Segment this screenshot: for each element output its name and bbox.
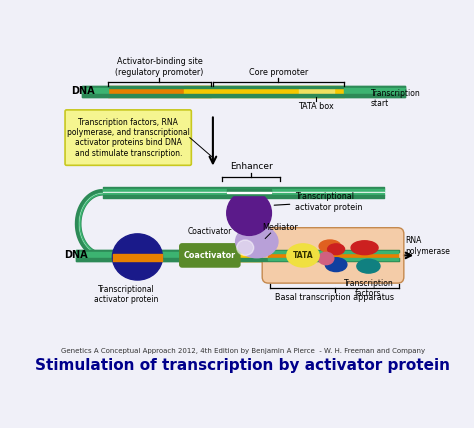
Text: Transcription factors, RNA
polymerase, and transcriptional
activator proteins bi: Transcription factors, RNA polymerase, a…	[67, 118, 190, 158]
Ellipse shape	[237, 240, 254, 256]
Text: TATA box: TATA box	[298, 102, 334, 111]
Text: Stimulation of transcription by activator protein: Stimulation of transcription by activato…	[36, 358, 450, 373]
Text: Basal transcription apparatus: Basal transcription apparatus	[275, 293, 394, 302]
Text: RNA
polymerase: RNA polymerase	[405, 236, 450, 256]
Text: Transcriptional
activator protein: Transcriptional activator protein	[274, 192, 363, 212]
Text: DNA: DNA	[71, 86, 95, 96]
Text: Mediator: Mediator	[262, 223, 298, 232]
Text: Enhancer: Enhancer	[229, 163, 273, 172]
Ellipse shape	[112, 234, 163, 280]
Text: Activator-binding site
(regulatory promoter): Activator-binding site (regulatory promo…	[115, 57, 203, 77]
Ellipse shape	[328, 244, 345, 255]
Text: Transcription
start: Transcription start	[371, 89, 420, 108]
Ellipse shape	[287, 244, 319, 267]
Ellipse shape	[325, 258, 347, 272]
FancyBboxPatch shape	[179, 243, 241, 268]
Ellipse shape	[319, 253, 334, 265]
Ellipse shape	[236, 226, 278, 258]
Text: Coactivator: Coactivator	[188, 227, 232, 236]
FancyBboxPatch shape	[262, 228, 404, 283]
Text: Core promoter: Core promoter	[249, 68, 308, 77]
Ellipse shape	[227, 191, 272, 235]
Ellipse shape	[351, 241, 378, 255]
Text: DNA: DNA	[64, 250, 88, 260]
Ellipse shape	[319, 240, 341, 253]
Text: Transcriptional
activator protein: Transcriptional activator protein	[94, 285, 158, 304]
Ellipse shape	[357, 259, 380, 273]
Text: Transcription
factors: Transcription factors	[344, 279, 393, 298]
FancyBboxPatch shape	[65, 110, 191, 165]
Text: Genetics A Conceptual Approach 2012, 4th Edition by Benjamin A Pierce  - W. H. F: Genetics A Conceptual Approach 2012, 4th…	[61, 348, 425, 354]
Text: Coactivator: Coactivator	[184, 251, 236, 260]
Text: TATA: TATA	[292, 251, 313, 260]
